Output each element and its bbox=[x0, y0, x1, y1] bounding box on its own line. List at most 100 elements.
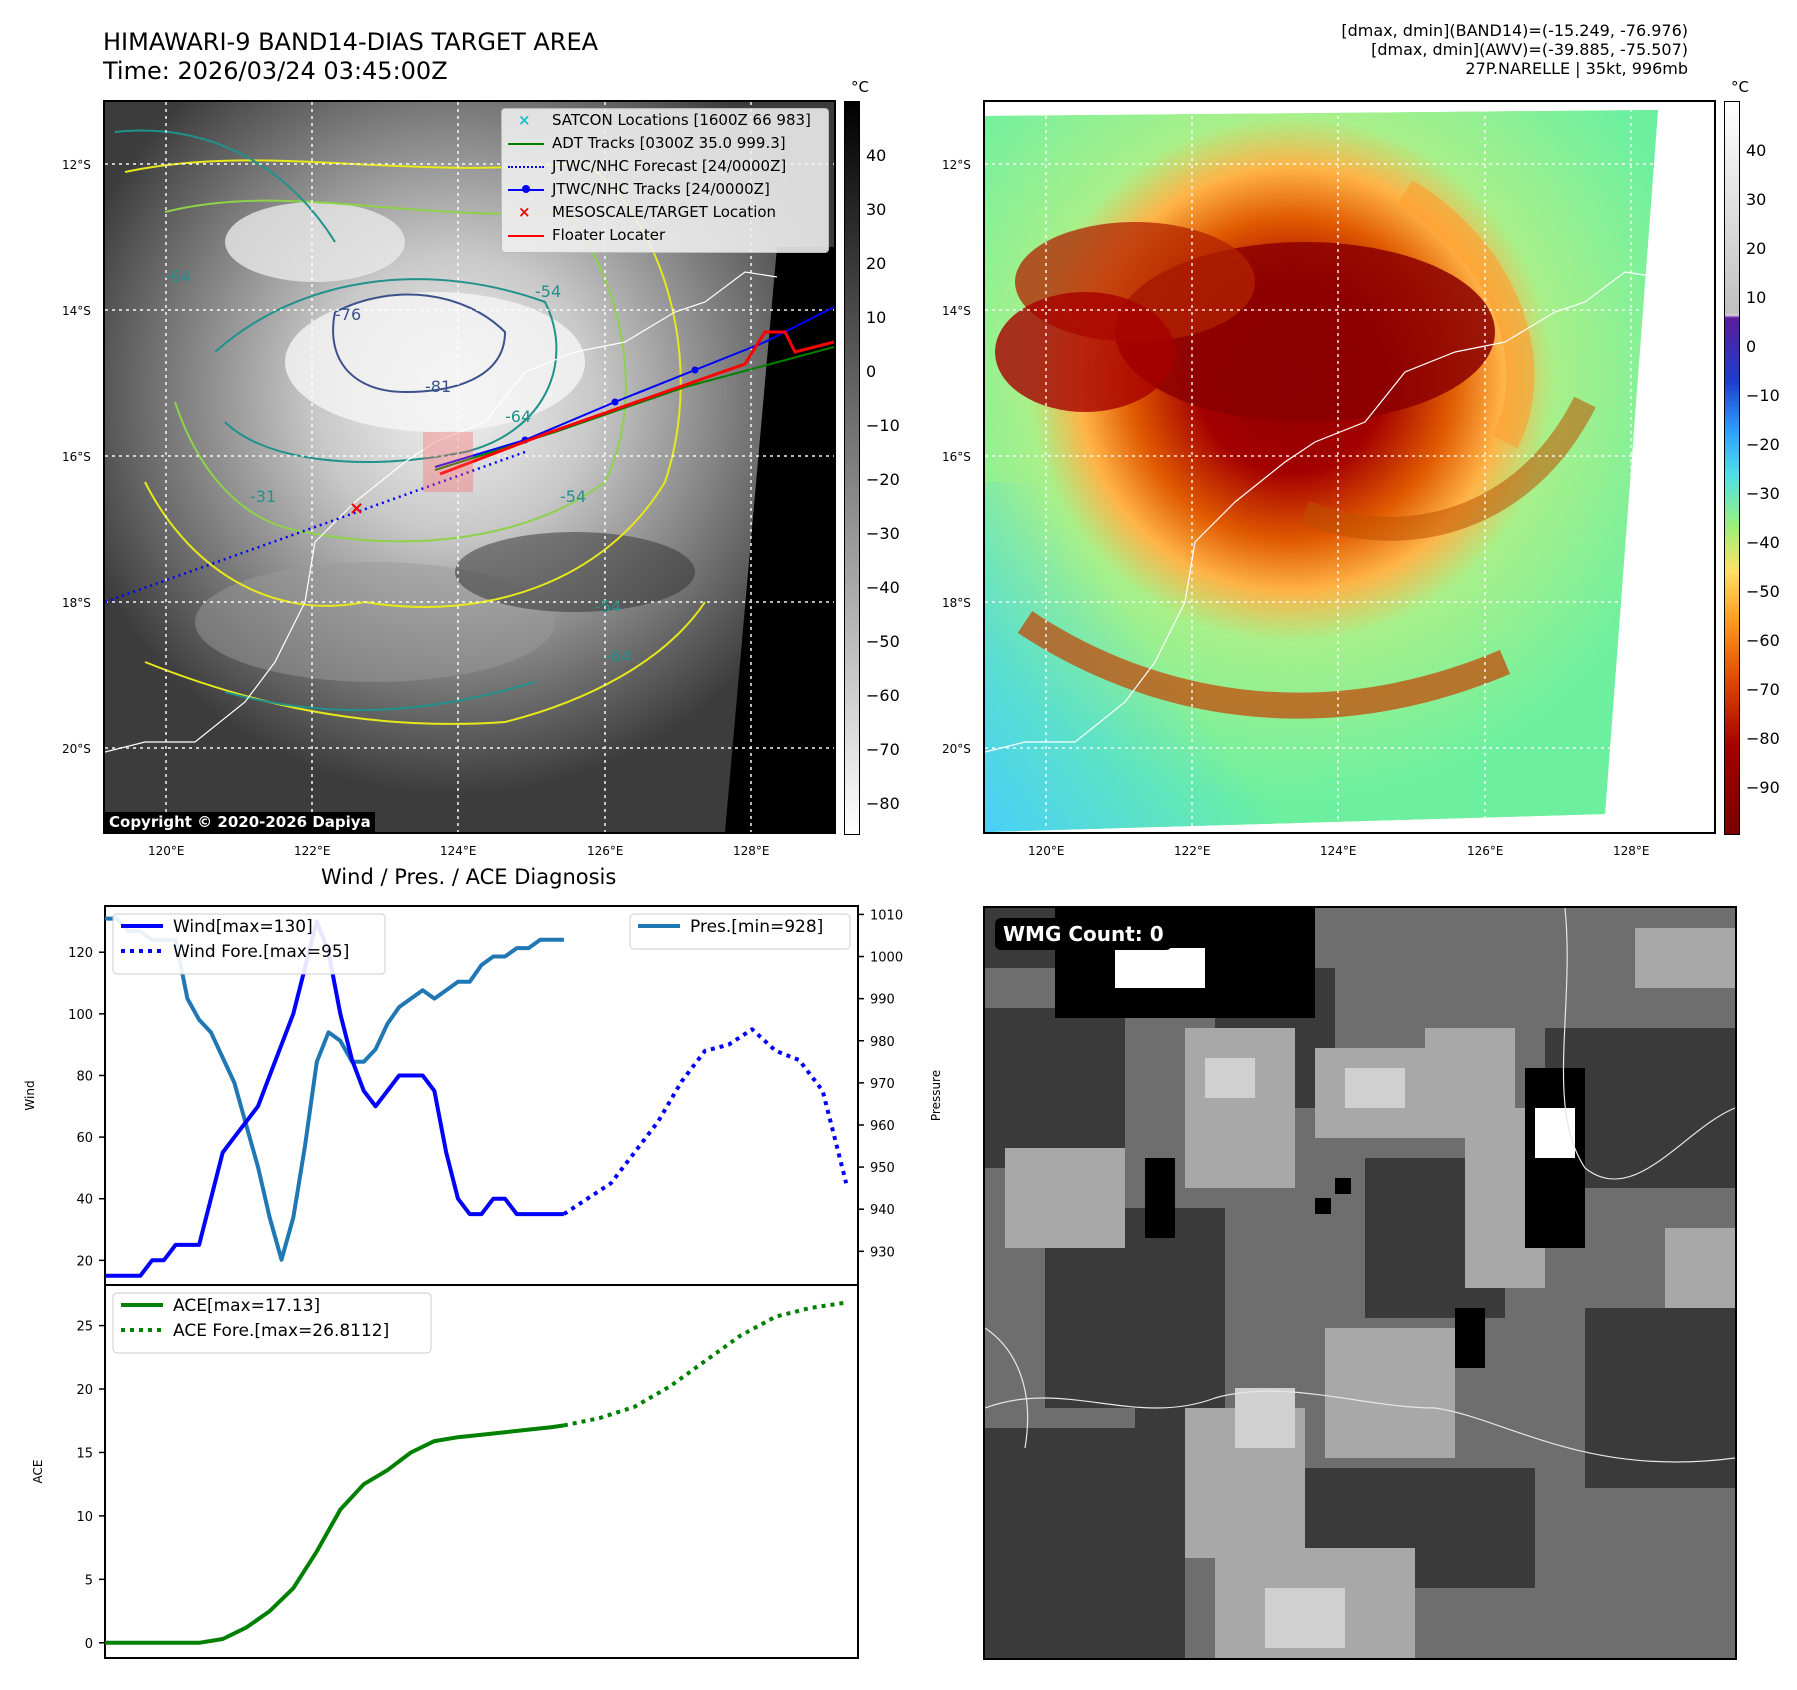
left-cbar-tick: 30 bbox=[866, 200, 887, 219]
left-cbar-tick: 20 bbox=[866, 254, 887, 273]
right-cbar-tick: −20 bbox=[1746, 435, 1780, 454]
legend-satcon: × SATCON Locations [1600Z 66 983] bbox=[518, 111, 811, 129]
floater-locater-line bbox=[439, 330, 834, 476]
contour-labels: -76 -81 -64 -54 -31 -64 -54 -54 -64 bbox=[165, 267, 631, 666]
lon-label-126e: 126°E bbox=[587, 844, 624, 858]
left-cbar-tick: −10 bbox=[866, 416, 900, 435]
left-cbar-tick: −20 bbox=[866, 470, 900, 489]
dmax-band14: [dmax, dmin](BAND14)=(-15.249, -76.976) bbox=[1341, 21, 1688, 40]
mesoscale-target-marker: × bbox=[349, 498, 364, 519]
wind-legend-box bbox=[112, 913, 386, 975]
lat-label-20s: 20°S bbox=[62, 742, 91, 756]
right-colorbar bbox=[1724, 101, 1740, 835]
left-cbar-tick: −30 bbox=[866, 524, 900, 543]
left-cbar-tick: −60 bbox=[866, 686, 900, 705]
contour-label-31: -31 bbox=[250, 487, 276, 506]
ace-series-line bbox=[105, 1423, 565, 1645]
lon-label-122e: 122°E bbox=[1174, 844, 1211, 858]
lon-label-124e: 124°E bbox=[1320, 844, 1357, 858]
right-cbar-tick: −10 bbox=[1746, 386, 1780, 405]
ace-y-tick-label: 0 bbox=[85, 1637, 93, 1652]
copyright-label: Copyright © 2020-2026 Dapiya bbox=[105, 812, 375, 832]
legend-floater: Floater Locater bbox=[502, 224, 828, 247]
awv-map-panel bbox=[983, 100, 1716, 834]
ir-map-panel: -76 -81 -64 -54 -31 -64 -54 -54 -64 × Co… bbox=[103, 100, 836, 834]
pressure-y-tick-label: 960 bbox=[870, 1119, 895, 1134]
left-cbar-tick: −70 bbox=[866, 740, 900, 759]
pressure-y-tick-label: 1000 bbox=[870, 951, 903, 966]
wind-y-tick-label: 100 bbox=[68, 1008, 93, 1023]
wind-legend-label: Wind Fore.[max=95] bbox=[173, 942, 349, 962]
right-cbar-tick: 10 bbox=[1746, 288, 1767, 307]
pressure-y-tick-label: 990 bbox=[870, 993, 895, 1008]
left-colorbar-unit: °C bbox=[851, 78, 869, 96]
lat-label-20s: 20°S bbox=[942, 742, 971, 756]
legend-jtwc-forecast: JTWC/NHC Forecast [24/0000Z] bbox=[502, 155, 828, 178]
dmax-awv: [dmax, dmin](AWV)=(-39.885, -75.507) bbox=[1371, 40, 1688, 59]
left-cbar-tick: −50 bbox=[866, 632, 900, 651]
legend-adt: ADT Tracks [0300Z 35.0 999.3] bbox=[502, 132, 828, 155]
wind-y-tick-label: 60 bbox=[76, 1131, 93, 1146]
right-cbar-tick: −50 bbox=[1746, 582, 1780, 601]
wind-forecast-series-line bbox=[562, 1027, 849, 1216]
lat-label-12s: 12°S bbox=[62, 158, 91, 172]
pressure-y-tick-label: 950 bbox=[870, 1161, 895, 1176]
diagnosis-title: Wind / Pres. / ACE Diagnosis bbox=[321, 865, 617, 889]
lat-label-14s: 14°S bbox=[942, 304, 971, 318]
pressure-y-tick-label: 1010 bbox=[870, 908, 903, 923]
lat-label-18s: 18°S bbox=[62, 596, 91, 610]
lon-label-128e: 128°E bbox=[1613, 844, 1650, 858]
pressure-axis-label: Pressure bbox=[929, 1070, 943, 1121]
left-cbar-tick: −40 bbox=[866, 578, 900, 597]
jtwc-track-point bbox=[691, 366, 699, 374]
figure-title: HIMAWARI-9 BAND14-DIAS TARGET AREA bbox=[103, 28, 599, 56]
jtwc-track-point bbox=[611, 398, 619, 406]
left-cbar-tick: 40 bbox=[866, 146, 887, 165]
right-cbar-tick: −80 bbox=[1746, 729, 1780, 748]
pressure-y-tick-label: 940 bbox=[870, 1203, 895, 1218]
right-cbar-tick: 40 bbox=[1746, 141, 1767, 160]
lon-label-124e: 124°E bbox=[440, 844, 477, 858]
lat-label-18s: 18°S bbox=[942, 596, 971, 610]
ace-legend-label: ACE Fore.[max=26.8112] bbox=[173, 1321, 389, 1341]
lat-label-16s: 16°S bbox=[62, 450, 91, 464]
lon-label-128e: 128°E bbox=[733, 844, 770, 858]
wmg-panel: WMG Count: 0 bbox=[983, 906, 1737, 1660]
contour-label-81: -81 bbox=[425, 377, 451, 396]
pressure-legend-box bbox=[629, 913, 851, 950]
left-cbar-tick: −80 bbox=[866, 794, 900, 813]
right-cbar-tick: 20 bbox=[1746, 239, 1767, 258]
jtwc-track-line bbox=[434, 306, 834, 468]
contour-label-64b: -64 bbox=[505, 407, 531, 426]
wind-y-tick-label: 40 bbox=[76, 1193, 93, 1208]
pressure-y-tick-label: 970 bbox=[870, 1077, 895, 1092]
ace-forecast-series-line bbox=[563, 1300, 847, 1428]
contour-label-54a: -54 bbox=[535, 282, 561, 301]
wind-axis-label: Wind bbox=[23, 1080, 37, 1110]
lat-label-16s: 16°S bbox=[942, 450, 971, 464]
wind-y-tick-label: 80 bbox=[76, 1069, 93, 1084]
lon-label-120e: 120°E bbox=[1028, 844, 1065, 858]
pressure-legend-label: Pres.[min=928] bbox=[690, 917, 823, 937]
right-cbar-tick: −90 bbox=[1746, 778, 1780, 797]
right-cbar-tick: 30 bbox=[1746, 190, 1767, 209]
ace-y-tick-label: 5 bbox=[85, 1573, 93, 1588]
contour-label-54c: -54 bbox=[595, 597, 621, 616]
lon-label-126e: 126°E bbox=[1467, 844, 1504, 858]
legend-mesoscale: × MESOSCALE/TARGET Location bbox=[518, 203, 777, 221]
contour-label-64a: -64 bbox=[165, 267, 191, 286]
contour-label-64c: -64 bbox=[605, 647, 631, 666]
ace-legend-box bbox=[112, 1292, 432, 1354]
lat-label-12s: 12°S bbox=[942, 158, 971, 172]
jtwc-forecast-line bbox=[105, 450, 526, 604]
right-cbar-tick: 0 bbox=[1746, 337, 1757, 356]
wind-y-tick-label: 120 bbox=[68, 946, 93, 961]
wind-legend-label: Wind[max=130] bbox=[173, 917, 313, 937]
ace-legend-label: ACE[max=17.13] bbox=[173, 1296, 320, 1316]
pressure-y-tick-label: 980 bbox=[870, 1035, 895, 1050]
awv-map-image bbox=[985, 102, 1714, 832]
right-colorbar-unit: °C bbox=[1731, 78, 1749, 96]
pressure-y-tick-label: 930 bbox=[870, 1245, 895, 1260]
wind-y-tick-label: 20 bbox=[76, 1254, 93, 1269]
ace-y-tick-label: 10 bbox=[76, 1510, 93, 1525]
